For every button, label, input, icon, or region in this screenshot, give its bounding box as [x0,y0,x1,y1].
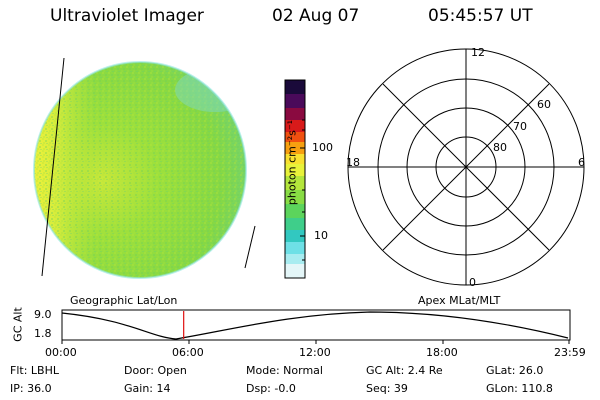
mlt-label-0: 0 [469,276,476,289]
colorbar-unit-label: photon cm⁻²s⁻¹ [285,119,299,206]
mlat-label-70: 70 [513,120,527,133]
gc-alt-tick-high: 9.0 [34,308,52,321]
geographic-coord-label: Geographic Lat/Lon [70,294,178,307]
observation-time: 05:45:57 UT [428,6,533,26]
polar-mlt-grid [347,48,585,286]
mlat-label-60: 60 [537,98,551,111]
door-status: Door: Open [124,364,187,377]
color-scale-bar [284,79,306,279]
ip-status: IP: 36.0 [10,382,52,395]
glat-status: GLat: 26.0 [486,364,544,377]
mlat-label-80: 80 [493,141,507,154]
mode-status: Mode: Normal [246,364,323,377]
observation-date: 02 Aug 07 [272,6,360,26]
time-tick-1800: 18:00 [426,346,458,359]
earth-disk-image [33,61,247,279]
time-tick-0600: 06:00 [172,346,204,359]
mlt-label-6: 6 [578,156,585,169]
colorbar-tick-100: 100 [312,141,333,154]
seq-status: Seq: 39 [366,382,408,395]
time-tick-1200: 12:00 [299,346,331,359]
gc-alt-tick-low: 1.8 [34,327,52,340]
time-tick-0000: 00:00 [45,346,77,359]
colorbar-tick-10: 10 [314,229,328,242]
gain-status: Gain: 14 [124,382,171,395]
imager-title: Ultraviolet Imager [50,6,204,26]
time-tick-2359: 23:59 [554,346,586,359]
gc-alt-axis-label: GC Alt [11,307,25,342]
apex-coord-label: Apex MLat/MLT [418,294,501,307]
altitude-timeline [61,309,571,344]
glon-status: GLon: 110.8 [486,382,553,395]
mlt-label-12: 12 [471,46,485,59]
gc-alt-status: GC Alt: 2.4 Re [366,364,443,377]
frame-edge-line [244,225,256,269]
dsp-status: Dsp: -0.0 [246,382,296,395]
terminator-line [41,57,65,277]
mlt-label-18: 18 [346,156,360,169]
filter-status: Flt: LBHL [10,364,59,377]
